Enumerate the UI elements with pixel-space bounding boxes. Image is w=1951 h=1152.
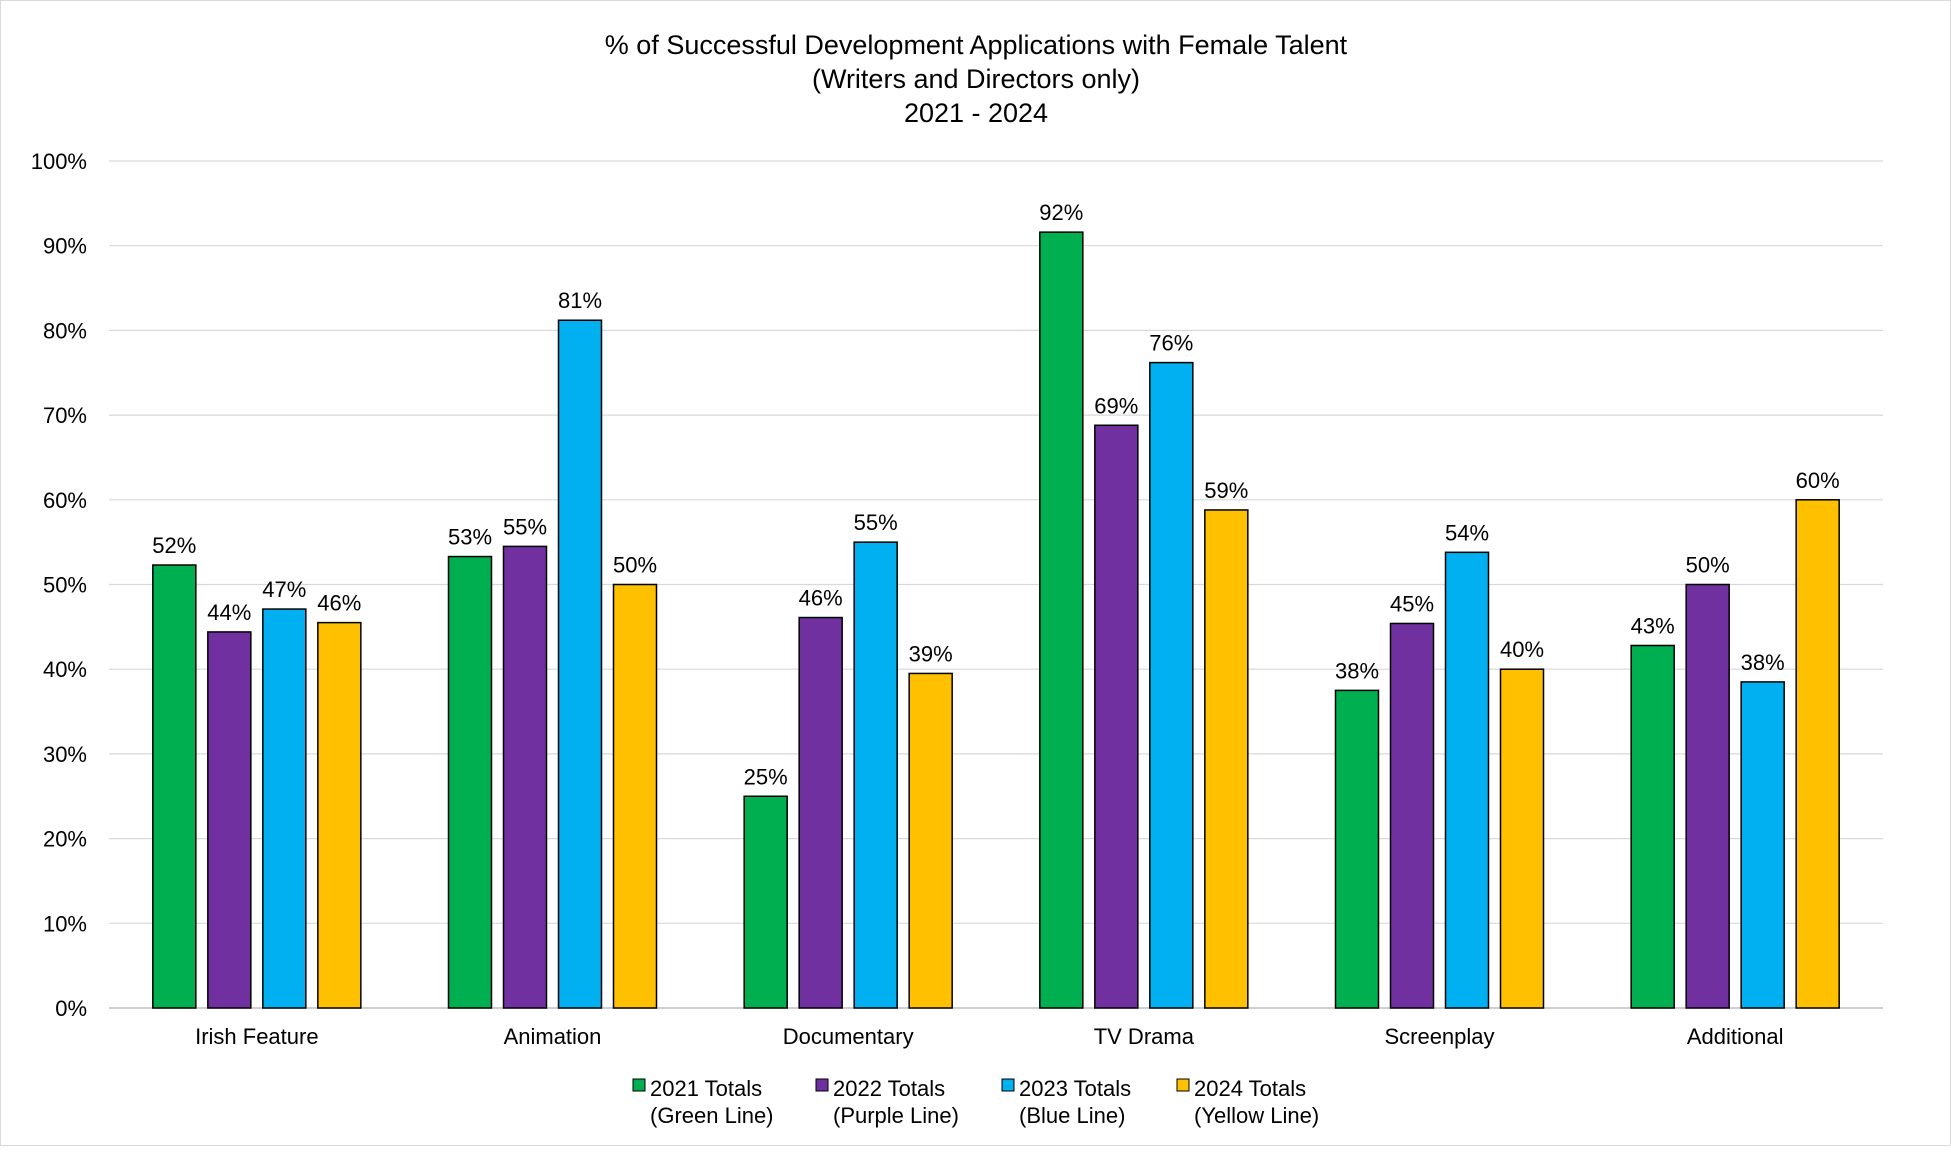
data-label: 60%	[1796, 468, 1840, 493]
data-label: 25%	[744, 764, 788, 789]
data-label: 76%	[1149, 331, 1193, 356]
bar	[1094, 424, 1139, 1009]
bar	[447, 555, 493, 1009]
bar	[612, 583, 658, 1009]
chart-title-line-3: 2021 - 2024	[904, 98, 1048, 128]
x-tick-label: Animation	[504, 1024, 602, 1049]
x-tick-label: Screenplay	[1384, 1024, 1494, 1049]
data-label: 46%	[317, 591, 361, 616]
data-label: 40%	[1500, 637, 1544, 662]
gridlines	[109, 160, 1883, 1009]
data-label: 55%	[503, 514, 547, 539]
legend-item: 2024 Totals(Yellow Line)	[1176, 1076, 1319, 1128]
legend: 2021 Totals(Green Line) 2022 Totals(Purpl…	[632, 1076, 1319, 1128]
y-axis: 0% 10% 20% 30% 40% 50% 60% 70% 80% 90% 100%	[31, 149, 87, 1021]
bar	[1740, 681, 1785, 1009]
bar	[1685, 583, 1730, 1009]
bar	[1204, 509, 1249, 1009]
legend-sublabel: (Green Line)	[650, 1103, 774, 1128]
legend-item: 2022 Totals(Purple Line)	[815, 1076, 959, 1128]
y-tick-label: 80%	[43, 318, 87, 343]
bar	[908, 672, 953, 1009]
data-label: 69%	[1094, 393, 1138, 418]
bar	[1334, 689, 1380, 1009]
y-tick-label: 70%	[43, 403, 87, 428]
data-label: 50%	[1686, 553, 1730, 578]
legend-sublabel: (Blue Line)	[1019, 1103, 1125, 1128]
legend-item: 2023 Totals(Blue Line)	[1001, 1076, 1131, 1128]
bar	[557, 319, 603, 1009]
x-tick-label: Documentary	[783, 1024, 914, 1049]
x-axis: Irish Feature Animation Documentary TV Dram…	[195, 1024, 1783, 1049]
bar	[798, 616, 843, 1009]
bar	[1499, 668, 1545, 1009]
data-label: 38%	[1741, 650, 1785, 675]
legend-sublabel: (Yellow Line)	[1194, 1103, 1319, 1128]
bars: 52% 44% 47% 46% 53% 55% 81% 50% 25% 46% 55% 39% 92% 6…	[152, 200, 1840, 1009]
data-label: 39%	[909, 641, 953, 666]
bar	[1630, 644, 1675, 1009]
y-tick-label: 0%	[55, 996, 87, 1021]
bar	[502, 545, 548, 1009]
data-label: 59%	[1204, 478, 1248, 503]
data-label: 45%	[1390, 591, 1434, 616]
data-label: 46%	[799, 586, 843, 611]
bar	[743, 795, 788, 1009]
y-tick-label: 10%	[43, 911, 87, 936]
bar	[1389, 622, 1435, 1009]
y-tick-label: 40%	[43, 657, 87, 682]
legend-swatch	[1001, 1078, 1015, 1092]
y-tick-label: 20%	[43, 827, 87, 852]
bar	[1795, 499, 1840, 1009]
data-label: 55%	[854, 510, 898, 535]
x-tick-label: TV Drama	[1094, 1024, 1195, 1049]
data-label: 81%	[558, 288, 602, 313]
bar	[1149, 361, 1194, 1009]
data-label: 38%	[1335, 658, 1379, 683]
bar	[853, 541, 898, 1009]
data-label: 92%	[1039, 200, 1083, 225]
data-label: 43%	[1631, 613, 1675, 638]
y-tick-label: 100%	[31, 149, 87, 174]
y-tick-label: 30%	[43, 742, 87, 767]
y-tick-label: 90%	[43, 234, 87, 259]
x-tick-label: Additional	[1687, 1024, 1784, 1049]
bar	[207, 631, 252, 1009]
bar	[317, 621, 362, 1009]
data-label: 54%	[1445, 520, 1489, 545]
legend-label: 2024 Totals	[1194, 1076, 1306, 1101]
legend-label: 2022 Totals	[833, 1076, 945, 1101]
legend-swatch	[1176, 1078, 1190, 1092]
legend-sublabel: (Purple Line)	[833, 1103, 959, 1128]
data-label: 53%	[448, 525, 492, 550]
data-label: 50%	[613, 553, 657, 578]
chart-title-line-2: (Writers and Directors only)	[812, 64, 1140, 94]
legend-label: 2023 Totals	[1019, 1076, 1131, 1101]
data-label: 47%	[262, 577, 306, 602]
legend-label: 2021 Totals	[650, 1076, 762, 1101]
legend-swatch	[815, 1078, 829, 1092]
chart-title-line-1: % of Successful Development Applications…	[605, 30, 1348, 60]
y-tick-label: 60%	[43, 488, 87, 513]
data-label: 52%	[152, 533, 196, 558]
bar	[1039, 231, 1084, 1009]
y-tick-label: 50%	[43, 573, 87, 598]
bar	[1444, 551, 1490, 1009]
data-label: 44%	[207, 600, 251, 625]
x-tick-label: Irish Feature	[195, 1024, 319, 1049]
bar	[152, 564, 197, 1009]
bar	[262, 608, 307, 1009]
legend-item: 2021 Totals(Green Line)	[632, 1076, 774, 1128]
chart-title: % of Successful Development Applications…	[605, 30, 1348, 128]
legend-swatch	[632, 1078, 646, 1092]
